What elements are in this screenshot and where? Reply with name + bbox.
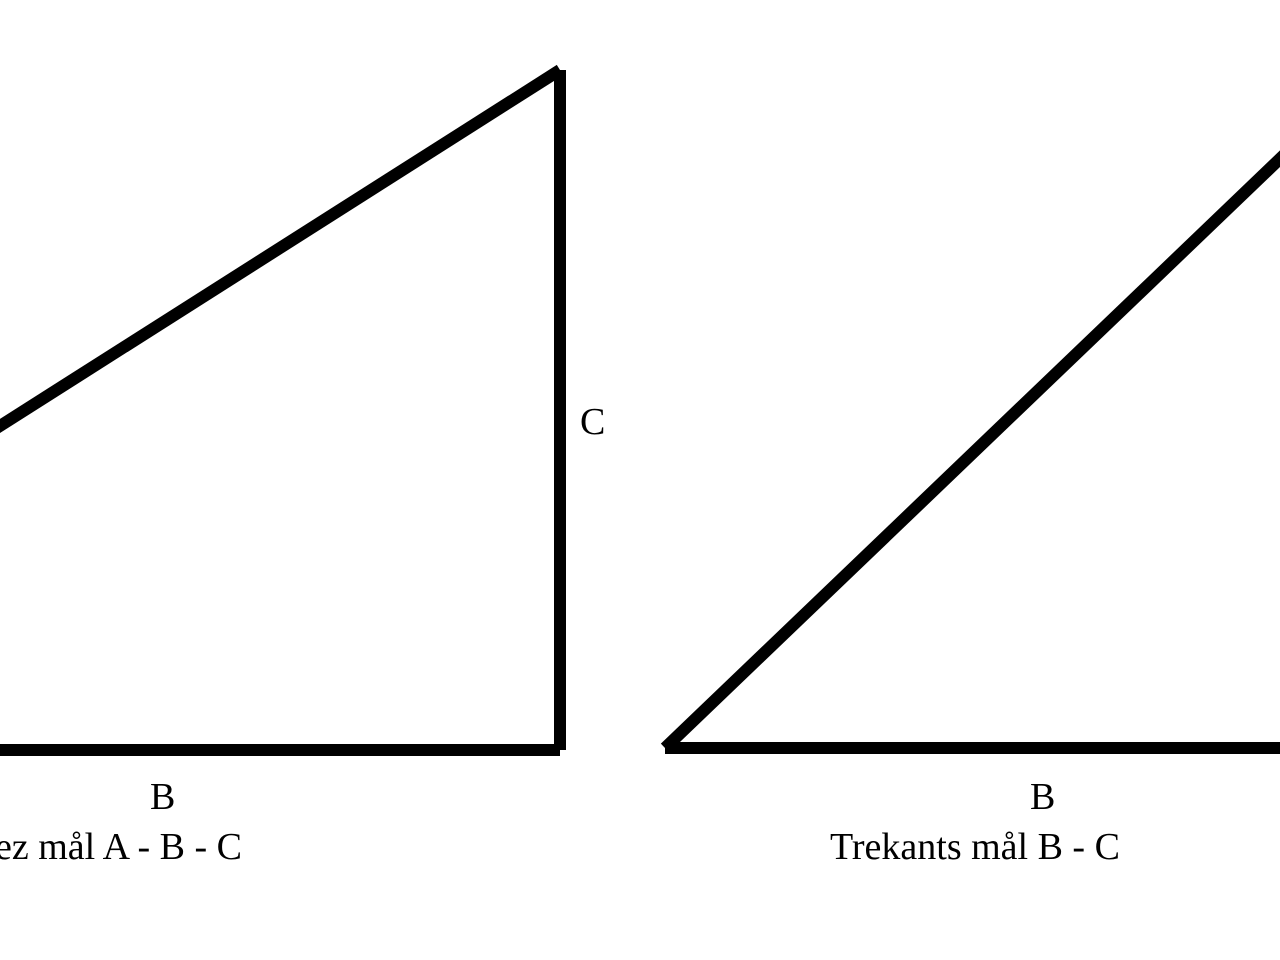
right-triangle-hypotenuse — [665, 130, 1280, 748]
right-caption: Trekants mål B - C — [830, 825, 1120, 869]
shapes-svg — [0, 0, 1280, 960]
left-label-c: C — [580, 400, 605, 444]
left-caption: ez mål A - B - C — [0, 825, 242, 869]
diagram-container: C B ez mål A - B - C B Trekants mål B - … — [0, 0, 1280, 960]
left-label-b: B — [150, 775, 175, 819]
left-triangle-hypotenuse — [0, 70, 560, 445]
right-label-b: B — [1030, 775, 1055, 819]
right-triangle — [665, 130, 1280, 748]
left-triangle — [0, 70, 560, 750]
